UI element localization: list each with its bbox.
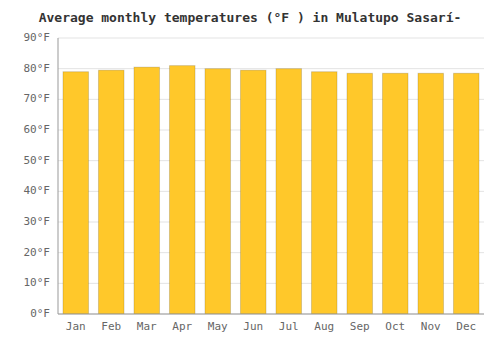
bar xyxy=(418,73,444,314)
x-tick-label: Apr xyxy=(172,320,192,333)
grid xyxy=(58,38,484,314)
bar xyxy=(205,69,231,314)
x-tick-label: Jan xyxy=(66,320,86,333)
bar xyxy=(382,73,408,314)
chart-container: 0°F 10°F 20°F 30°F 40°F 50°F 60°F 70°F 80°F 90°F J… xyxy=(0,0,500,350)
bar xyxy=(311,72,337,314)
grid-line xyxy=(58,314,484,315)
x-tick-label: Aug xyxy=(314,320,334,333)
x-tick-label: Mar xyxy=(137,320,157,333)
x-tick-label: Dec xyxy=(456,320,476,333)
x-axis-line xyxy=(58,314,484,315)
bar xyxy=(276,69,302,314)
y-tick-label: 50°F xyxy=(24,154,51,167)
bar xyxy=(347,73,373,314)
y-tick-label: 20°F xyxy=(24,246,51,259)
title: Average monthly temperatures (°F ) in Mu… xyxy=(39,10,462,25)
bar xyxy=(240,70,266,314)
y-axis-line xyxy=(58,38,59,314)
y-tick-label: 60°F xyxy=(24,123,51,136)
x-tick-label: Oct xyxy=(385,320,405,333)
grid-line xyxy=(58,68,484,69)
y-tick-label: 40°F xyxy=(24,184,51,197)
page: {"chart_data": {"type": "bar", "title": … xyxy=(0,0,500,350)
bar xyxy=(169,66,195,314)
y-tick-label: 0°F xyxy=(30,307,50,320)
x-tick-label: May xyxy=(208,320,228,333)
y-tick-label: 80°F xyxy=(24,62,51,75)
y-tick-label: 10°F xyxy=(24,276,51,289)
y-tick-label: 30°F xyxy=(24,215,51,228)
y-axis: 0°F 10°F 20°F 30°F 40°F 50°F 60°F 70°F 80°F 90°F xyxy=(24,31,51,320)
bar xyxy=(63,72,89,314)
x-tick-label: Feb xyxy=(101,320,121,333)
y-tick-label: 70°F xyxy=(24,92,51,105)
bar xyxy=(134,67,160,314)
grid-line xyxy=(58,38,484,39)
bars xyxy=(63,66,479,314)
chart-svg: 0°F 10°F 20°F 30°F 40°F 50°F 60°F 70°F 80°F 90°F J… xyxy=(0,0,500,350)
x-tick-label: Jun xyxy=(243,320,263,333)
x-tick-label: Sep xyxy=(350,320,370,333)
x-axis: Jan Feb Mar Apr May Jun Jul Aug Sep Oct Nov Dec xyxy=(66,320,476,333)
bar xyxy=(453,73,479,314)
y-tick-label: 90°F xyxy=(24,31,51,44)
x-tick-label: Jul xyxy=(279,320,299,333)
x-tick-label: Nov xyxy=(421,320,441,333)
bar xyxy=(98,70,124,314)
